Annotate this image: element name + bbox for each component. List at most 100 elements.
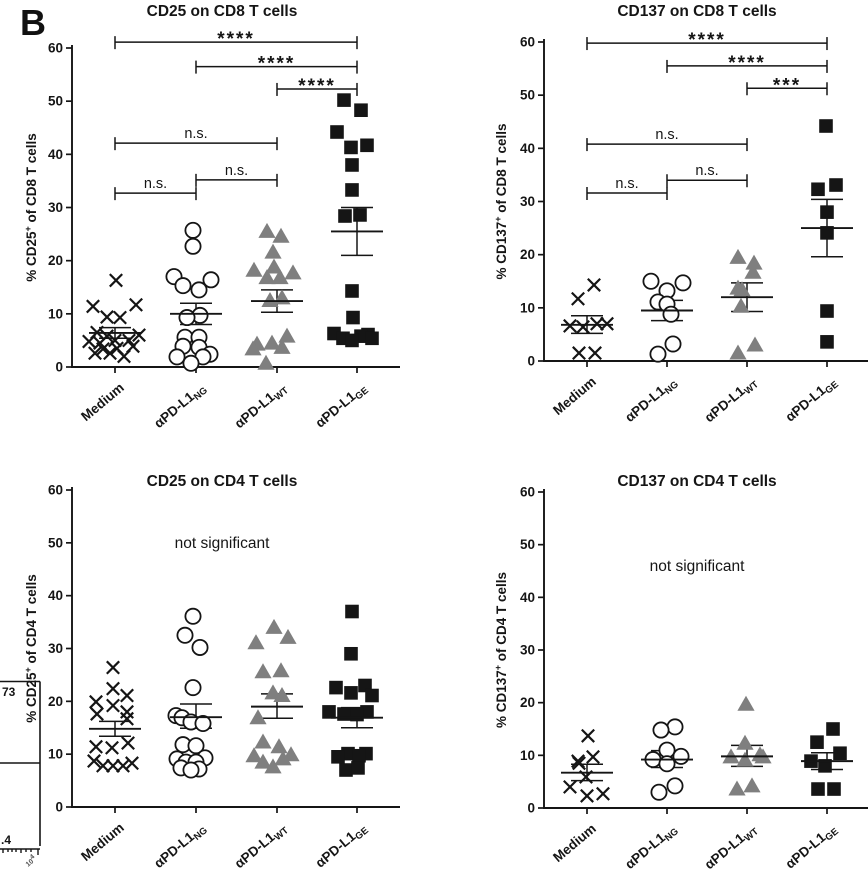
- data-point: [103, 346, 117, 361]
- data-point: [258, 269, 276, 285]
- data-point: [264, 243, 282, 259]
- data-point: [190, 281, 208, 299]
- data-point: [265, 618, 283, 634]
- y-tick-label: 40: [520, 590, 535, 605]
- data-point: [360, 138, 374, 153]
- data-point: [184, 221, 202, 239]
- data-point: [337, 707, 351, 721]
- x-group-label: Medium: [550, 374, 599, 418]
- data-point: [87, 754, 101, 769]
- y-tick-label: 30: [520, 643, 535, 658]
- data-point: [182, 761, 200, 779]
- x-group-label: αPD-L1GE: [783, 374, 841, 427]
- data-point: [257, 354, 275, 370]
- data-points-ng: [165, 221, 220, 372]
- data-point: [274, 750, 292, 766]
- annotation-text: not significant: [650, 558, 745, 575]
- data-point: [563, 779, 577, 794]
- data-point: [344, 140, 358, 155]
- data-point: [736, 734, 754, 750]
- data-point: [178, 309, 196, 327]
- data-point: [732, 297, 750, 313]
- scatter-plot-svg: CD137 on CD4 T cells % CD137+ of CD4 T ce…: [493, 473, 868, 872]
- data-point: [580, 788, 594, 803]
- y-tick-label: 50: [48, 94, 63, 109]
- data-point: [254, 663, 272, 679]
- data-point: [345, 284, 359, 298]
- data-point: [596, 786, 610, 801]
- data-point: [194, 715, 212, 733]
- data-point: [600, 316, 614, 331]
- y-tick-label: 10: [520, 748, 535, 763]
- y-tick-label: 0: [527, 801, 535, 816]
- significance-label: n.s.: [184, 126, 207, 142]
- x-group-label: Medium: [550, 821, 599, 865]
- x-group-label: αPD-L1GE: [783, 821, 841, 872]
- adjacent-plot-fragment: 73 .4 104: [0, 680, 41, 869]
- data-point: [354, 103, 368, 118]
- data-point: [116, 758, 130, 773]
- data-point: [265, 258, 283, 274]
- data-point: [666, 777, 684, 795]
- data-point: [818, 759, 832, 773]
- significance-label: n.s.: [695, 163, 718, 179]
- data-point: [132, 328, 146, 343]
- data-point: [258, 222, 276, 238]
- chart-cd25-on-cd4: CD25 on CD4 T cells % CD25+ of CD4 T cell…: [0, 440, 434, 872]
- significance-label: ***: [773, 75, 801, 96]
- data-point: [106, 758, 120, 773]
- data-point: [745, 254, 763, 270]
- panel-title: CD25 on CD4 T cells: [147, 473, 298, 490]
- y-axis-title: % CD137+ of CD4 T cells: [493, 572, 509, 728]
- data-point: [652, 721, 670, 739]
- y-tick-label: 50: [48, 535, 63, 550]
- data-point: [365, 331, 379, 346]
- data-point: [649, 345, 667, 363]
- data-point: [662, 305, 680, 323]
- data-point: [322, 705, 336, 719]
- x-group-label: αPD-L1NG: [151, 820, 210, 872]
- data-point: [120, 711, 134, 726]
- y-tick-label: 10: [520, 300, 535, 315]
- data-point: [338, 209, 352, 223]
- data-point: [350, 707, 364, 722]
- data-point: [174, 277, 192, 295]
- scatter-plot-svg: CD137 on CD8 T cells % CD137+ of CD8 T ce…: [493, 3, 868, 427]
- significance-bracket: n.s.: [114, 126, 278, 151]
- data-point: [109, 273, 123, 288]
- y-axis-title: % CD25+ of CD4 T cells: [23, 574, 39, 723]
- data-point: [820, 205, 834, 219]
- data-point: [264, 758, 282, 774]
- data-point: [811, 182, 825, 197]
- data-points-ng: [644, 718, 690, 801]
- data-point: [344, 686, 358, 700]
- data-point: [184, 607, 202, 625]
- significance-bracket: ****: [195, 54, 358, 75]
- data-points-ng: [167, 607, 214, 779]
- data-point: [106, 681, 120, 696]
- significance-label: n.s.: [615, 176, 638, 192]
- data-point: [184, 679, 202, 697]
- data-points-wt: [244, 222, 302, 370]
- data-point: [129, 297, 143, 312]
- data-point: [576, 319, 590, 334]
- data-point: [590, 316, 604, 331]
- data-point: [650, 783, 668, 801]
- data-point: [273, 289, 291, 305]
- significance-bracket: ****: [276, 76, 358, 97]
- panel-title: CD137 on CD4 T cells: [617, 473, 776, 490]
- x-group-label: αPD-L1NG: [151, 380, 210, 433]
- significance-bracket: ****: [586, 30, 828, 51]
- data-point: [833, 746, 847, 761]
- data-point: [176, 626, 194, 644]
- data-point: [202, 271, 220, 289]
- data-point: [672, 747, 690, 765]
- data-point: [279, 628, 297, 644]
- data-points-medium: [563, 277, 614, 361]
- fragment-axis-tick-label: 104: [23, 853, 38, 868]
- data-point: [272, 662, 290, 678]
- data-point: [344, 646, 358, 661]
- data-point: [674, 274, 692, 292]
- significance-label: ****: [217, 29, 255, 50]
